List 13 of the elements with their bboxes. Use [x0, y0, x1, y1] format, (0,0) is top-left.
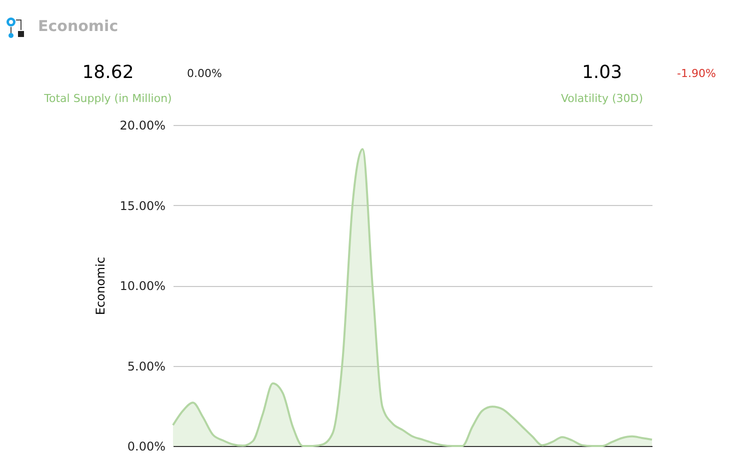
text: 0.00%: [187, 67, 222, 80]
text: 1.03: [582, 62, 622, 83]
y-tick-label: 0.00%: [127, 440, 166, 454]
text: Total Supply (in Million): [43, 92, 173, 105]
chart-title: Economic: [38, 17, 118, 35]
y-tick-label: 10.00%: [120, 279, 166, 293]
text: 18.62: [82, 62, 134, 83]
text: Volatility (30D): [560, 92, 644, 105]
text: -1.90%: [677, 67, 716, 80]
y-axis-title: Economic: [94, 256, 108, 316]
y-tick-label: 15.00%: [120, 198, 166, 213]
y-tick-label: 5.00%: [127, 359, 166, 374]
y-tick-label: 20.00%: [120, 118, 166, 132]
